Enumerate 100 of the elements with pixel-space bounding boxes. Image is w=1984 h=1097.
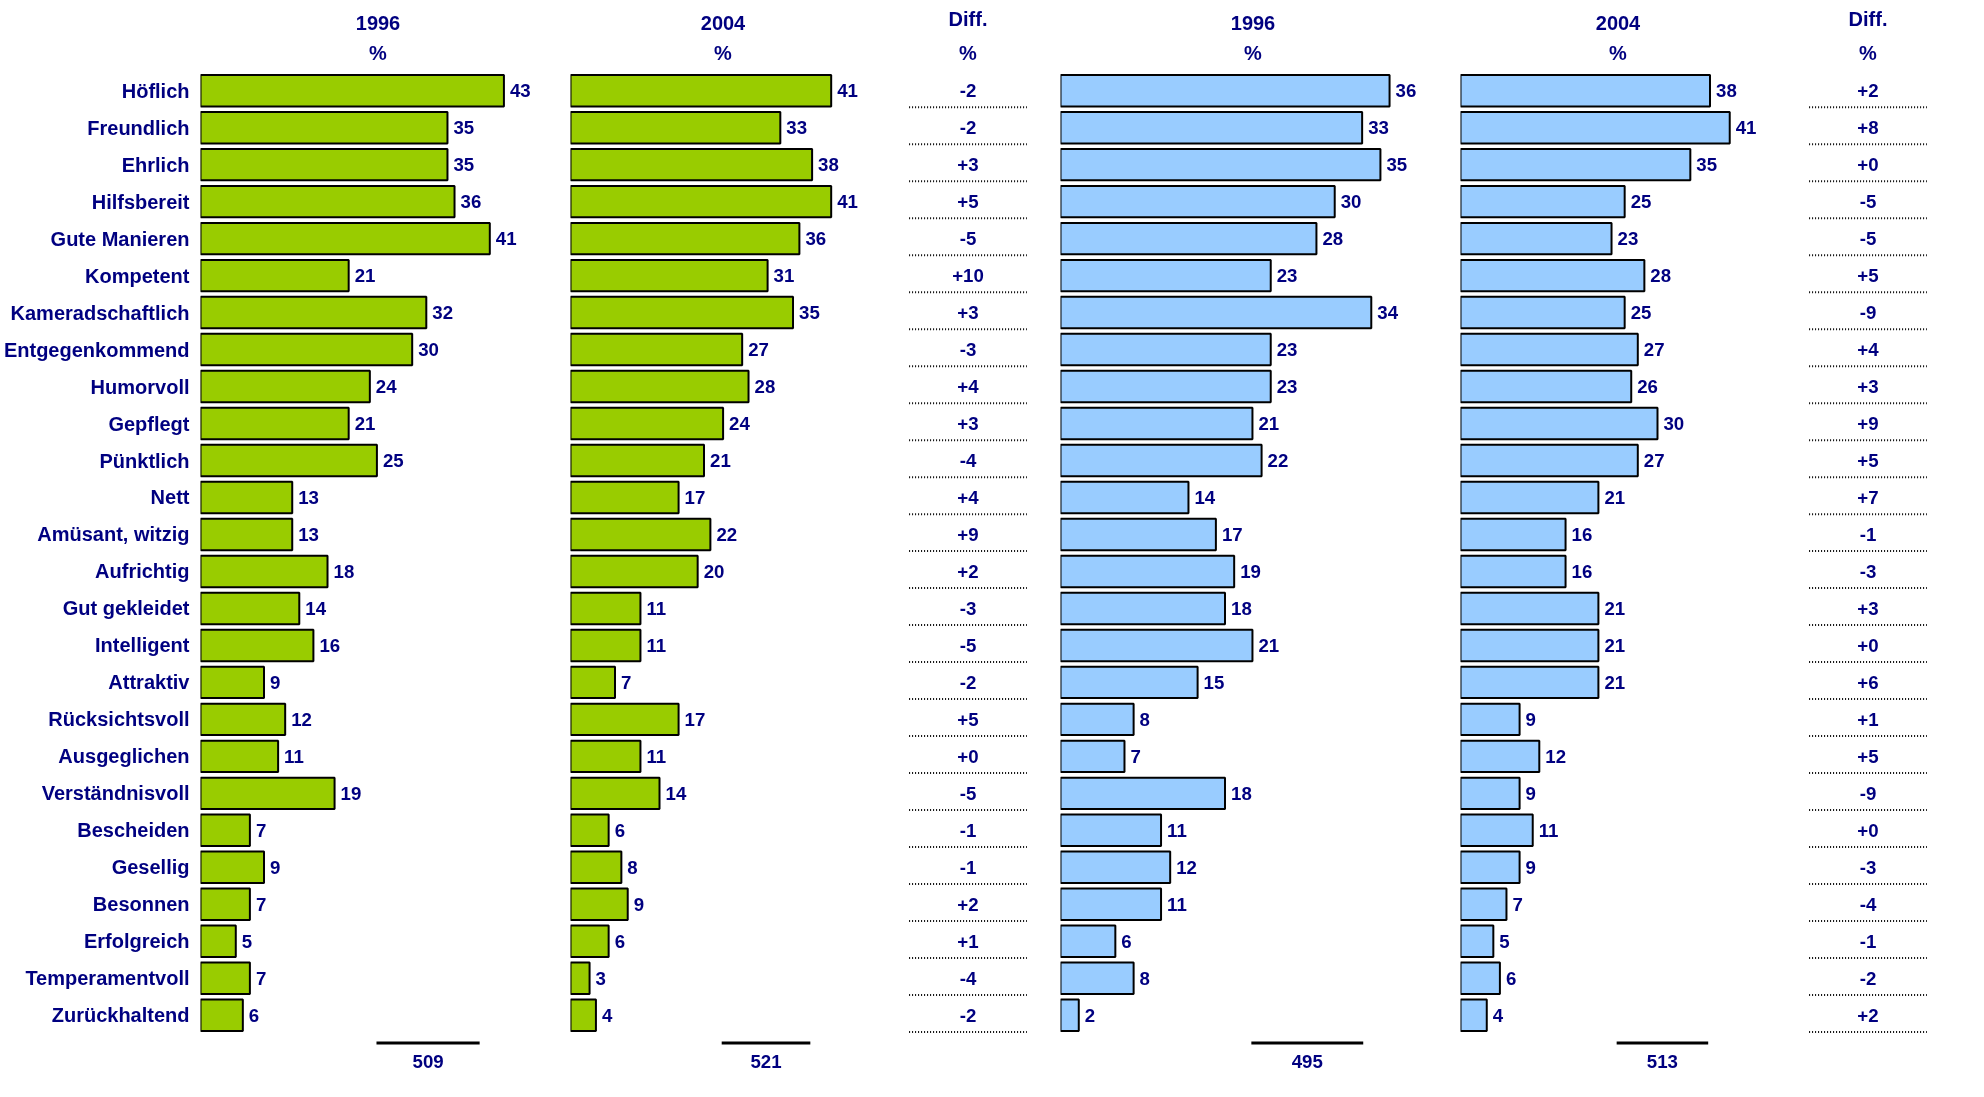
bar bbox=[570, 813, 610, 848]
text: Diff. bbox=[1848, 7, 1888, 30]
data-label: 3 bbox=[595, 967, 606, 989]
text: +2 bbox=[957, 560, 979, 582]
bar bbox=[1460, 591, 1600, 626]
data-label: 24 bbox=[375, 376, 398, 398]
data-label: 41 bbox=[837, 80, 858, 102]
text: -4 bbox=[1859, 893, 1877, 915]
text: -5 bbox=[959, 782, 977, 804]
data-label: 21 bbox=[710, 450, 731, 472]
chart-title: 1996 bbox=[355, 11, 401, 34]
text: +0 bbox=[1857, 634, 1879, 656]
bar bbox=[200, 332, 414, 367]
data-label: 25 bbox=[382, 450, 404, 472]
data-label: 23 bbox=[1276, 376, 1298, 398]
data-label: 22 bbox=[716, 523, 738, 545]
bar bbox=[1460, 443, 1639, 478]
data-label: 9 bbox=[270, 671, 281, 693]
y-tick-label: Humorvoll bbox=[90, 375, 190, 398]
bar bbox=[570, 739, 642, 774]
bar bbox=[1460, 110, 1731, 145]
bar bbox=[570, 924, 610, 958]
data-label: 21 bbox=[1604, 671, 1626, 693]
data-label: 7 bbox=[255, 819, 267, 841]
data-label: 21 bbox=[354, 265, 376, 287]
bar bbox=[1060, 332, 1272, 367]
bar bbox=[200, 369, 371, 404]
bar bbox=[200, 258, 350, 293]
data-label: 18 bbox=[333, 560, 355, 582]
y-tick-label: Bescheiden bbox=[77, 819, 190, 842]
text: -1 bbox=[959, 819, 977, 841]
text: +3 bbox=[957, 154, 979, 176]
y-tick-label: Gesellig bbox=[111, 856, 190, 879]
data-label: 8 bbox=[627, 856, 638, 878]
text: -1 bbox=[1859, 930, 1877, 952]
data-label: 25 bbox=[1630, 302, 1652, 324]
text: -4 bbox=[959, 450, 977, 472]
bar bbox=[570, 221, 801, 256]
text: -4 bbox=[959, 967, 977, 989]
bar bbox=[1460, 221, 1613, 256]
bar bbox=[1060, 480, 1190, 515]
bar bbox=[1060, 73, 1391, 108]
text: -5 bbox=[1859, 191, 1877, 213]
text: +0 bbox=[957, 745, 979, 767]
text: +5 bbox=[1857, 745, 1879, 767]
data-label: 30 bbox=[1340, 191, 1362, 213]
y-tick-label: Besonnen bbox=[92, 893, 190, 916]
bar bbox=[1060, 924, 1117, 958]
data-label: 16 bbox=[319, 634, 341, 656]
data-label: 18 bbox=[1231, 597, 1252, 619]
text: 513 bbox=[1646, 1050, 1678, 1072]
data-label: 7 bbox=[255, 893, 267, 915]
bar bbox=[1460, 813, 1534, 848]
bar bbox=[570, 628, 642, 663]
bar bbox=[1060, 147, 1382, 182]
text: 509 bbox=[412, 1050, 444, 1072]
bar bbox=[200, 480, 294, 515]
bar bbox=[1460, 702, 1521, 737]
bar bbox=[570, 443, 706, 478]
data-label: 23 bbox=[1276, 265, 1298, 287]
y-tick-label: Attraktiv bbox=[108, 671, 191, 694]
data-label: 4 bbox=[1492, 1004, 1504, 1026]
data-label: 20 bbox=[703, 560, 725, 582]
bar bbox=[570, 332, 744, 367]
bar bbox=[1060, 776, 1227, 811]
text: % bbox=[1859, 41, 1878, 64]
data-label: 16 bbox=[1571, 523, 1593, 545]
data-label: 11 bbox=[284, 745, 304, 767]
data-label: 12 bbox=[1176, 856, 1197, 878]
data-label: 19 bbox=[340, 782, 362, 804]
bar bbox=[1460, 961, 1501, 995]
y-tick-label: Nett bbox=[150, 486, 190, 509]
y-tick-label: Verständnisvoll bbox=[41, 782, 190, 805]
bar bbox=[200, 184, 456, 219]
bar bbox=[1060, 221, 1318, 256]
y-tick-label: Zurückhaltend bbox=[51, 1004, 190, 1027]
data-label: 12 bbox=[1545, 745, 1567, 767]
text: -2 bbox=[959, 80, 977, 102]
bar bbox=[200, 998, 244, 1032]
bar bbox=[1460, 887, 1508, 922]
data-label: 32 bbox=[432, 302, 454, 324]
data-label: 36 bbox=[1395, 80, 1417, 102]
bar bbox=[1060, 665, 1199, 700]
bar bbox=[1060, 110, 1364, 145]
bar bbox=[1460, 924, 1495, 958]
text: +9 bbox=[1857, 413, 1879, 435]
data-label: 23 bbox=[1617, 228, 1639, 250]
bar bbox=[1060, 554, 1236, 589]
bar bbox=[1060, 258, 1272, 293]
data-label: 27 bbox=[748, 339, 769, 361]
data-label: 38 bbox=[818, 154, 839, 176]
bar bbox=[200, 517, 294, 552]
bar bbox=[570, 665, 617, 700]
y-tick-label: Temperamentvoll bbox=[25, 967, 190, 990]
data-label: 14 bbox=[665, 782, 687, 804]
data-label: 30 bbox=[418, 339, 439, 361]
bar bbox=[1460, 776, 1521, 811]
text: +0 bbox=[1857, 819, 1879, 841]
bar bbox=[200, 665, 266, 700]
text: -2 bbox=[959, 117, 977, 139]
